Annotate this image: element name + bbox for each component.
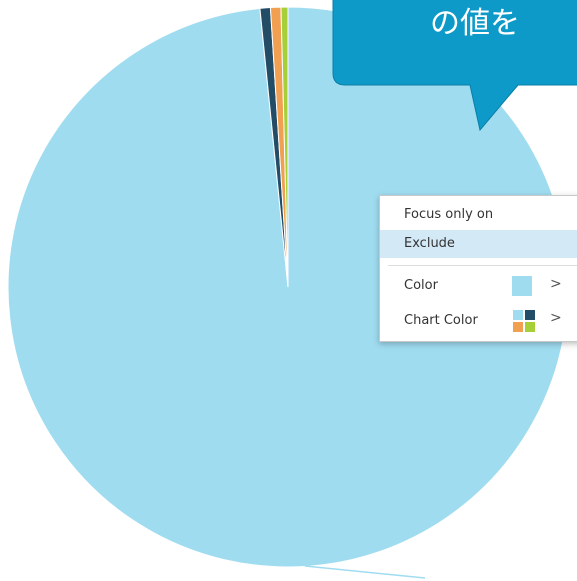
- pie-slice[interactable]: [280, 6, 289, 288]
- pie: [7, 6, 569, 568]
- submenu-arrow: >: [550, 310, 562, 326]
- color-swatch[interactable]: [512, 276, 532, 296]
- menu-item[interactable]: Chart Color: [404, 313, 478, 328]
- menu-item[interactable]: Focus only on: [404, 207, 494, 222]
- menu-item[interactable]: Exclude: [380, 230, 577, 258]
- menu-item[interactable]: Color: [404, 278, 438, 293]
- chart-color-swatch[interactable]: [513, 310, 535, 332]
- callout-text: の値を: [430, 6, 520, 41]
- leader-line: [304, 565, 426, 579]
- submenu-arrow: >: [550, 276, 562, 292]
- separator: [388, 265, 577, 266]
- callout-box: [332, 0, 577, 132]
- context-menu: Focus only on Exclude Color > Chart Colo…: [379, 195, 577, 342]
